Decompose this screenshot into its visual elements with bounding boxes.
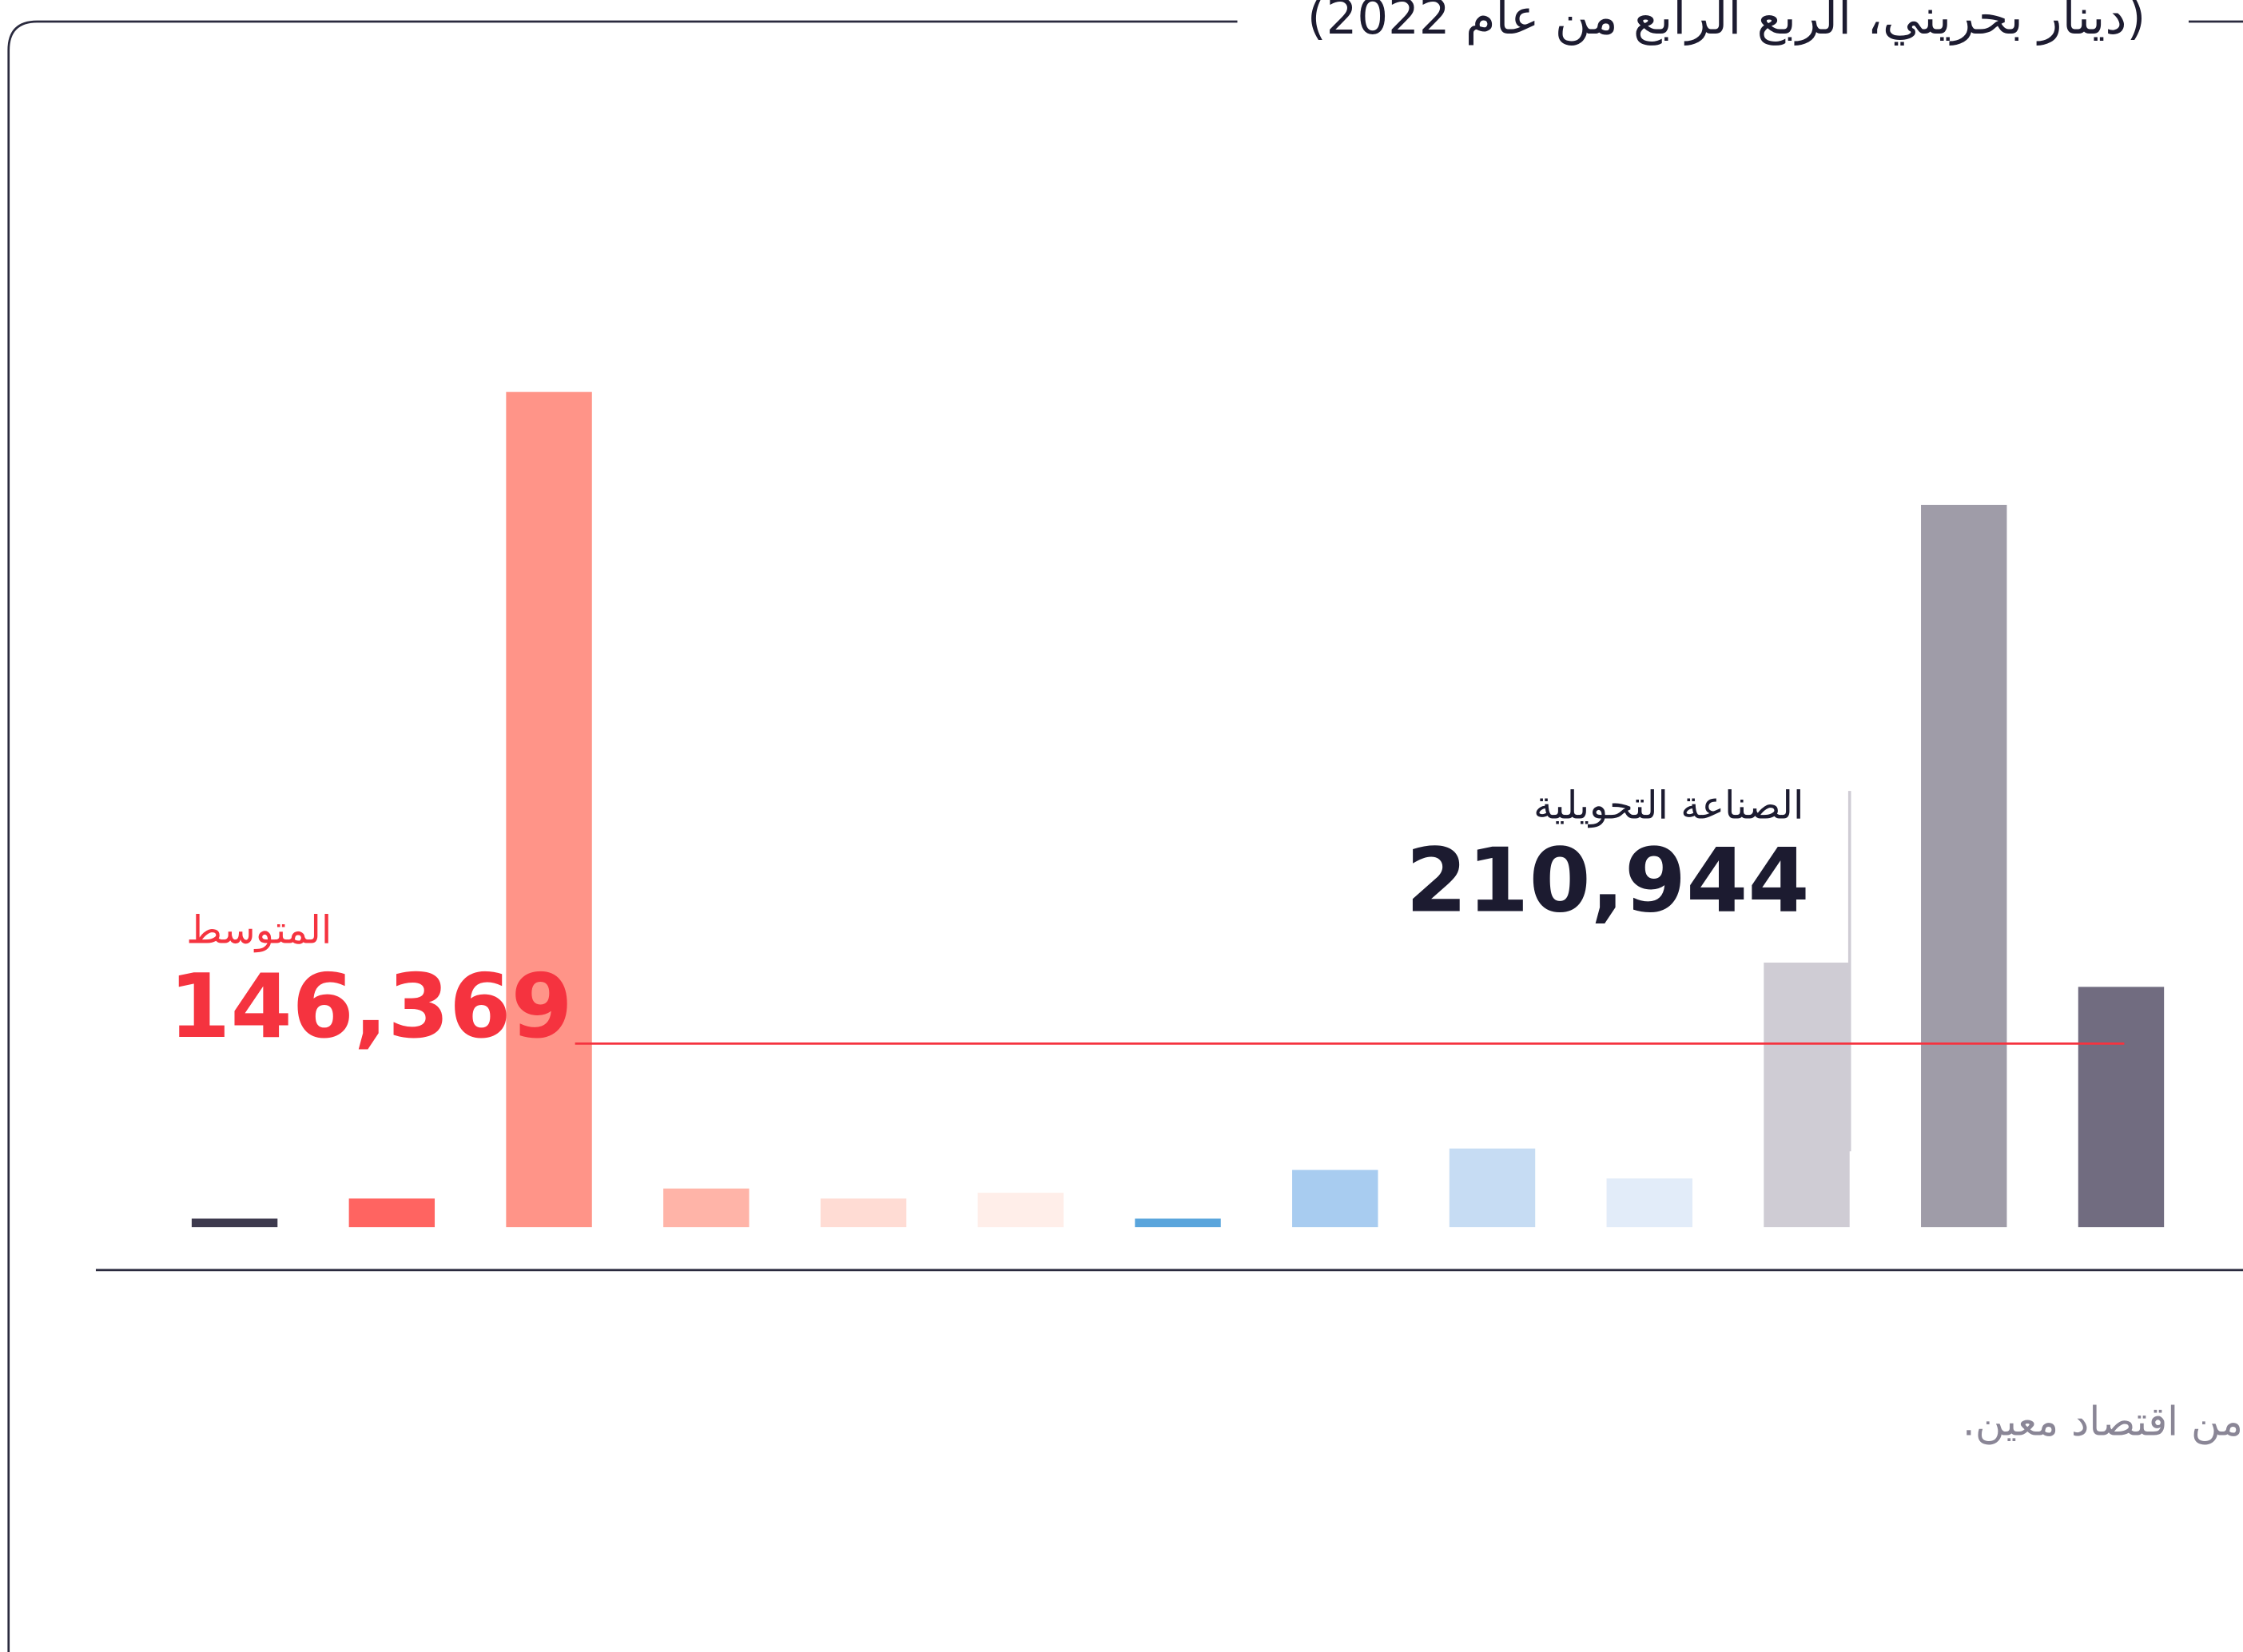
footnote: من اقتصاد معين. <box>1963 1398 2243 1445</box>
bar <box>977 1193 1064 1228</box>
bar <box>191 1218 278 1228</box>
bar <box>663 1188 750 1228</box>
bar <box>1292 1170 1378 1228</box>
category-label: الصناعة التحويلية <box>1533 784 1804 828</box>
bar <box>506 391 592 1228</box>
frame <box>7 20 1238 1652</box>
bar <box>1921 504 2007 1228</box>
bar <box>820 1198 907 1228</box>
chart-title: (دينار بحريني، الربع الرابع من عام 2022) <box>1307 0 2146 46</box>
average-label: المتوسط <box>186 907 332 952</box>
bar <box>1449 1148 1536 1228</box>
value-label: 210,944 <box>1406 829 1810 932</box>
bar <box>1606 1178 1692 1228</box>
average-value: 146,369 <box>169 955 573 1058</box>
bar <box>1135 1218 1221 1228</box>
bar <box>2078 987 2165 1228</box>
bar <box>348 1198 435 1228</box>
bar <box>1764 963 1850 1228</box>
